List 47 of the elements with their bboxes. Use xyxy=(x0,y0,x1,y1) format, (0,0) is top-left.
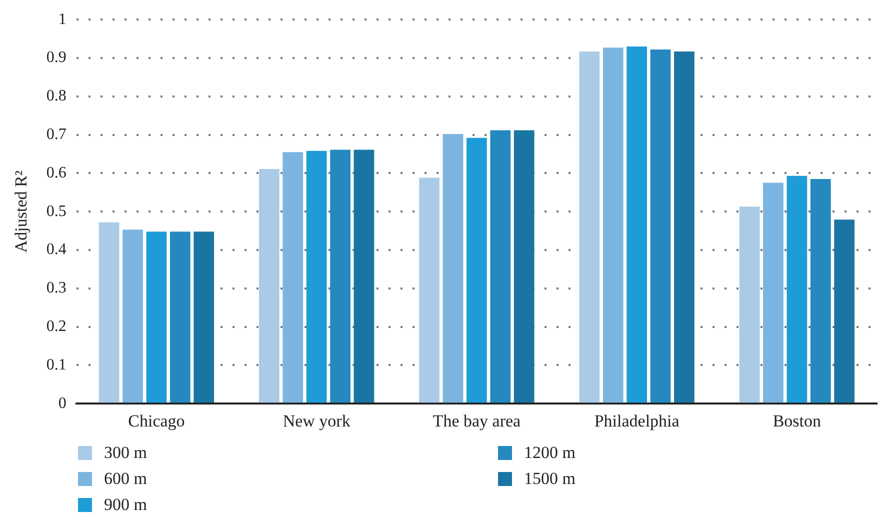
bar xyxy=(490,130,511,403)
bar xyxy=(258,168,280,403)
y-tick-label: 0.1 xyxy=(46,356,66,374)
y-tick-label: 1 xyxy=(58,10,66,28)
bar xyxy=(739,206,760,403)
x-tick-label: The bay area xyxy=(432,411,522,430)
bar xyxy=(626,46,648,403)
y-tick-label: 0.6 xyxy=(46,164,66,182)
bar xyxy=(810,178,831,403)
x-tick-label: Philadelphia xyxy=(594,411,680,430)
legend-label: 900 m xyxy=(104,495,147,515)
bar xyxy=(330,150,350,403)
y-tick-label: 0.8 xyxy=(46,88,66,105)
legend-label: 1200 m xyxy=(524,443,576,463)
y-tick-label: 0.2 xyxy=(46,318,66,336)
bar xyxy=(466,138,487,403)
bar xyxy=(834,220,855,403)
bar xyxy=(98,222,120,403)
x-tick-label: Chicago xyxy=(128,411,185,430)
y-tick-label: 0.4 xyxy=(46,241,66,258)
bar xyxy=(514,130,534,403)
y-tick-label: 0.5 xyxy=(46,202,66,220)
bar xyxy=(282,152,304,403)
bar xyxy=(763,182,784,403)
legend-label: 600 m xyxy=(104,469,147,489)
bar xyxy=(674,51,694,403)
legend-label: 1500 m xyxy=(524,469,576,489)
bar xyxy=(194,232,214,403)
legend-label: 300 m xyxy=(104,443,147,463)
bar xyxy=(579,51,600,403)
x-tick-label: Boston xyxy=(772,411,822,430)
bar xyxy=(419,178,440,403)
bar xyxy=(442,134,464,403)
bar xyxy=(122,230,143,403)
bar xyxy=(354,150,374,403)
bar xyxy=(170,232,190,403)
bar xyxy=(786,176,808,403)
bar xyxy=(146,232,167,403)
bar xyxy=(306,150,327,403)
y-axis-title: Adjusted R² xyxy=(12,170,31,253)
x-tick-label: New york xyxy=(282,411,351,430)
y-tick-label: 0.9 xyxy=(46,49,66,66)
bar xyxy=(602,48,624,403)
y-tick-label: 0.7 xyxy=(46,126,66,144)
bar xyxy=(650,50,671,403)
y-tick-label: 0.3 xyxy=(46,280,66,297)
y-tick-label: 0 xyxy=(58,394,66,412)
